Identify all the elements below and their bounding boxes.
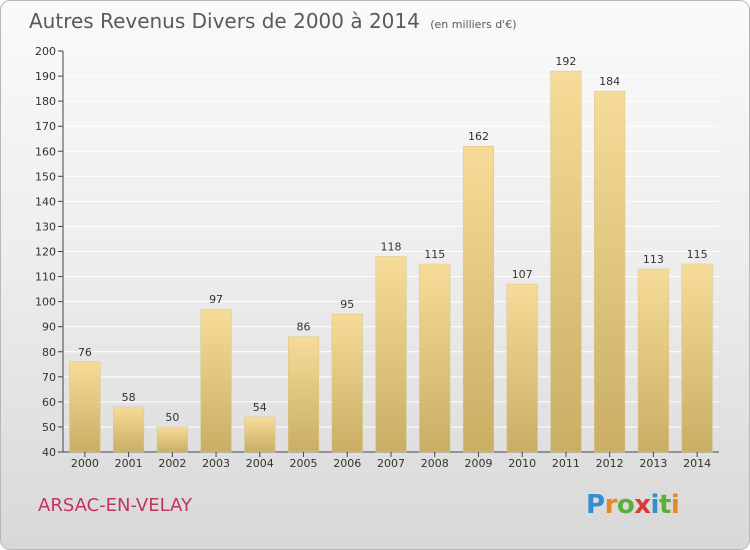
x-tick-label-2007: 2007 — [377, 457, 405, 470]
data-label-2003: 97 — [209, 293, 223, 306]
y-tick-label: 110 — [35, 271, 56, 284]
bar-2010 — [506, 283, 538, 453]
chart-title-text: Autres Revenus Divers de 2000 à 2014 — [29, 9, 420, 33]
y-tick-label: 190 — [35, 70, 56, 83]
x-tick-label-2014: 2014 — [683, 457, 711, 470]
bar-2005 — [287, 336, 320, 453]
data-label-2008: 115 — [424, 248, 445, 261]
data-label-2013: 113 — [643, 253, 664, 266]
x-tick-label-2002: 2002 — [158, 457, 186, 470]
data-label-2012: 184 — [599, 75, 620, 88]
x-tick-label-2005: 2005 — [290, 457, 318, 470]
y-tick-label: 200 — [35, 45, 56, 58]
data-label-2007: 118 — [381, 241, 402, 254]
bar-2014 — [681, 263, 713, 453]
bar-2002 — [156, 426, 188, 453]
data-label-2000: 76 — [78, 346, 92, 359]
y-tick-label: 100 — [35, 296, 56, 309]
y-tick-label: 180 — [35, 95, 56, 108]
bar-2009 — [462, 145, 495, 453]
y-tick-label: 60 — [42, 396, 56, 409]
y-tick-label: 40 — [42, 446, 56, 459]
x-tick-label-2001: 2001 — [115, 457, 143, 470]
x-tick-label-2009: 2009 — [464, 457, 492, 470]
y-tick-label: 150 — [35, 170, 56, 183]
bar-2007 — [375, 256, 407, 453]
y-tick-label: 90 — [42, 321, 56, 334]
chart-title: Autres Revenus Divers de 2000 à 2014 (en… — [29, 9, 517, 33]
bar-2001 — [113, 406, 145, 453]
y-tick-label: 170 — [35, 120, 56, 133]
y-tick-label: 140 — [35, 195, 56, 208]
bar-2008 — [419, 263, 451, 453]
bar-2004 — [244, 416, 276, 453]
x-tick-label-2000: 2000 — [71, 457, 99, 470]
data-label-2001: 58 — [122, 391, 136, 404]
x-tick-label-2003: 2003 — [202, 457, 230, 470]
data-label-2005: 86 — [297, 321, 311, 334]
bar-2011 — [550, 70, 582, 453]
bar-2000 — [69, 361, 101, 453]
data-label-2004: 54 — [253, 401, 267, 414]
data-label-2011: 192 — [555, 55, 576, 68]
bar-2003 — [200, 308, 232, 453]
data-label-2009: 162 — [468, 130, 489, 143]
data-label-2010: 107 — [512, 268, 533, 281]
proxiti-logo: Proxiti — [586, 490, 680, 520]
y-tick-label: 50 — [42, 421, 56, 434]
bar-2012 — [594, 90, 626, 453]
x-tick-label-2013: 2013 — [639, 457, 667, 470]
chart-unit: (en milliers d'€) — [430, 18, 517, 31]
x-tick-label-2010: 2010 — [508, 457, 536, 470]
bar-2013 — [637, 268, 669, 453]
data-label-2014: 115 — [687, 248, 708, 261]
y-tick-label: 120 — [35, 246, 56, 259]
x-tick-label-2012: 2012 — [596, 457, 624, 470]
y-tick-label: 130 — [35, 220, 56, 233]
commune-name: ARSAC-EN-VELAY — [38, 495, 192, 516]
data-label-2006: 95 — [340, 298, 354, 311]
data-label-2002: 50 — [165, 411, 179, 424]
x-tick-label-2006: 2006 — [333, 457, 361, 470]
bar-2006 — [331, 313, 363, 453]
x-tick-label-2011: 2011 — [552, 457, 580, 470]
y-tick-label: 70 — [42, 371, 56, 384]
x-tick-label-2004: 2004 — [246, 457, 274, 470]
y-tick-label: 160 — [35, 145, 56, 158]
x-tick-label-2008: 2008 — [421, 457, 449, 470]
y-tick-label: 80 — [42, 346, 56, 359]
